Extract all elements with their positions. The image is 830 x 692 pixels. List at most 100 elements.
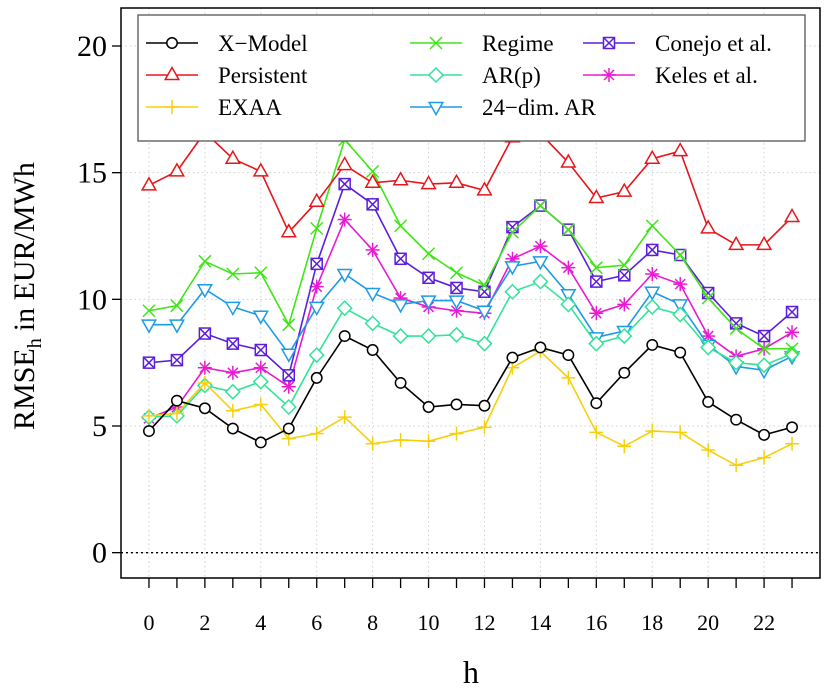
- y-axis: 0 5 10 15 20: [77, 30, 121, 570]
- data-point: [226, 422, 239, 435]
- data-point: [672, 306, 689, 323]
- x-tick-label: 16: [585, 610, 607, 635]
- x-tick-label: 8: [367, 610, 378, 635]
- y-tick-label: 20: [77, 30, 107, 63]
- data-point: [785, 325, 800, 340]
- data-point: [337, 212, 352, 227]
- y-tick-label: 5: [92, 410, 107, 443]
- data-point: [282, 422, 295, 435]
- legend-box: [137, 14, 806, 142]
- data-point: [364, 173, 381, 189]
- y-axis-title: RMSEh in EUR/MWh: [8, 162, 46, 430]
- x-tick-label: 12: [473, 610, 495, 635]
- data-point: [672, 299, 689, 314]
- data-point: [197, 375, 212, 390]
- data-point: [448, 295, 465, 310]
- data-point: [476, 305, 493, 320]
- series-line: [148, 138, 793, 350]
- x-axis: 0 2 4 6 8 10 12 14 16 18 20 22: [143, 578, 793, 635]
- data-point: [282, 318, 296, 332]
- legend-label: Keles et al.: [655, 63, 758, 88]
- legend-item: Conejo et al.: [583, 31, 772, 56]
- data-point: [364, 315, 381, 332]
- series-line: [148, 335, 793, 444]
- data-point: [478, 399, 491, 412]
- series-line: [148, 218, 793, 420]
- legend-item: Persistent: [146, 63, 308, 88]
- legend-label: X−Model: [218, 31, 308, 56]
- data-point: [309, 426, 324, 441]
- data-point: [310, 257, 323, 271]
- data-point: [450, 281, 463, 295]
- data-point: [224, 149, 241, 164]
- data-point: [280, 398, 297, 416]
- data-point: [673, 425, 688, 440]
- data-point: [449, 266, 464, 280]
- data-point: [280, 348, 297, 363]
- data-point: [602, 36, 616, 50]
- data-point: [450, 398, 463, 411]
- data-point: [253, 397, 268, 412]
- data-point: [427, 66, 445, 84]
- data-point: [618, 269, 631, 282]
- y-tick-label: 15: [77, 157, 107, 190]
- x-tick-label: 4: [255, 610, 266, 635]
- data-point: [393, 432, 408, 447]
- plot-frame: [120, 7, 821, 579]
- data-point: [560, 289, 577, 304]
- data-point: [785, 342, 799, 356]
- data-point: [169, 406, 184, 421]
- data-point: [478, 285, 491, 298]
- data-point: [163, 65, 181, 81]
- data-point: [533, 239, 548, 254]
- y-tick-label: 0: [92, 537, 107, 570]
- series: [143, 330, 798, 449]
- series: [141, 344, 800, 473]
- data-point: [310, 371, 323, 384]
- data-point: [392, 171, 409, 186]
- data-point: [645, 219, 659, 233]
- data-point: [165, 100, 179, 114]
- data-point: [392, 328, 409, 345]
- data-point: [590, 275, 603, 288]
- data-point: [140, 319, 158, 334]
- data-point: [673, 277, 688, 292]
- data-point: [170, 394, 183, 407]
- data-point: [336, 156, 353, 171]
- data-point: [588, 188, 605, 204]
- data-point: [225, 365, 240, 380]
- data-point: [366, 344, 379, 356]
- data-point: [644, 286, 661, 301]
- legend-label: Regime: [482, 31, 554, 56]
- data-point: [783, 207, 801, 223]
- data-point: [504, 283, 521, 300]
- data-point: [141, 408, 156, 423]
- data-point: [422, 271, 435, 285]
- data-point: [429, 36, 443, 50]
- data-point: [560, 296, 577, 313]
- data-point: [645, 424, 660, 439]
- legend-item: AR(p): [410, 63, 541, 88]
- data-point: [477, 278, 492, 292]
- data-point: [617, 439, 632, 454]
- data-point: [504, 261, 521, 276]
- data-point: [142, 304, 156, 318]
- data-point: [672, 142, 689, 157]
- data-point: [366, 198, 379, 211]
- legend-item: X−Model: [146, 31, 308, 56]
- series-line: [148, 280, 793, 418]
- data-point: [197, 360, 212, 375]
- x-tick-label: 18: [641, 610, 663, 635]
- data-point: [476, 335, 493, 352]
- data-point: [168, 162, 186, 177]
- data-point: [427, 101, 445, 117]
- data-point: [254, 266, 268, 280]
- data-point: [449, 426, 464, 441]
- data-point: [701, 443, 716, 458]
- x-tick-label: 6: [311, 610, 322, 635]
- data-point: [170, 353, 184, 367]
- data-point: [422, 401, 435, 413]
- data-point: [310, 221, 324, 235]
- data-point: [336, 268, 353, 284]
